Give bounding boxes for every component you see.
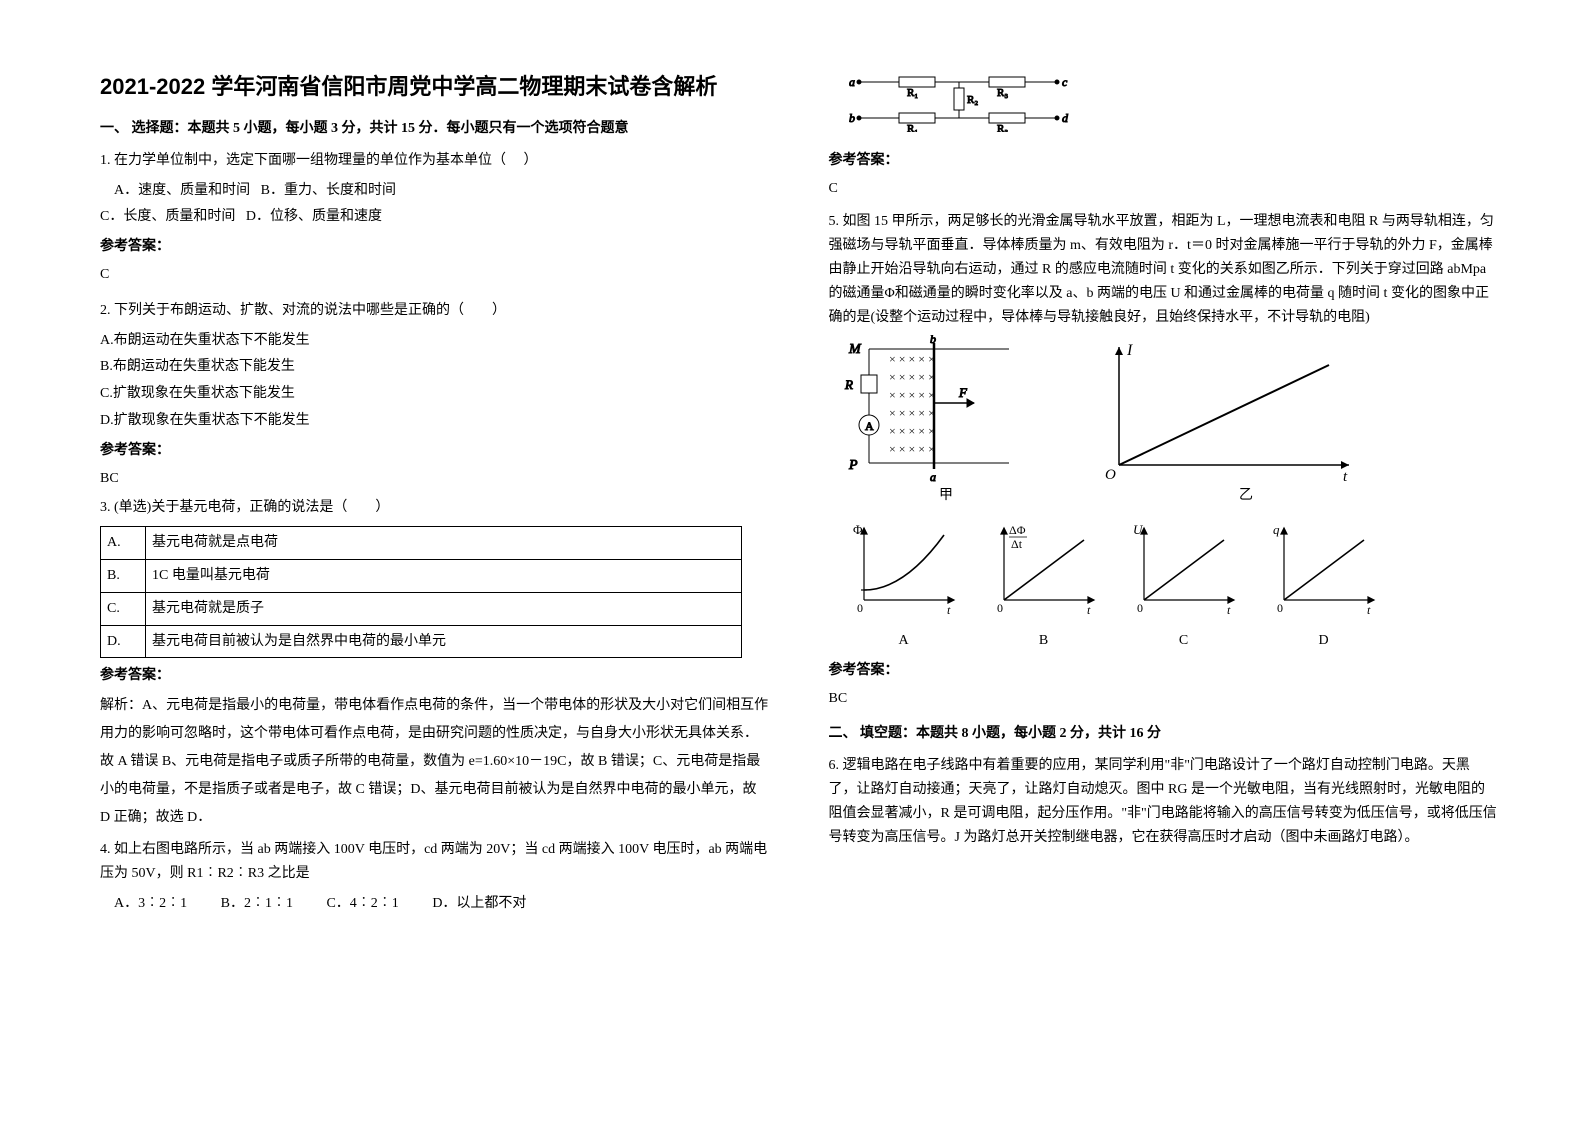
circuit-b: b — [849, 111, 855, 125]
graph-D: q 0 t D — [1269, 520, 1379, 653]
q5-ans: BC — [829, 687, 1498, 711]
q5-ans-label: 参考答案： — [829, 659, 1498, 683]
q4-opt-b: B．2︰1︰1 — [221, 896, 293, 911]
q3-c-label: C. — [101, 592, 146, 625]
section2-head: 二、 填空题：本题共 8 小题，每小题 2 分，共计 16 分 — [829, 722, 1498, 746]
q1-opt-c: C．长度、质量和时间 — [100, 209, 235, 224]
diag-I: I — [1126, 342, 1133, 359]
q4-opt-c: C．4︰2︰1 — [326, 896, 398, 911]
circuit-diagram: a R₁ R₃ c R₂ b R₁ R₃ — [849, 70, 1498, 141]
svg-text:ΔΦ: ΔΦ — [1009, 523, 1026, 537]
svg-text:Φ: Φ — [853, 522, 863, 537]
circuit-r1-bot: R₁ — [907, 123, 918, 132]
svg-text:t: t — [1227, 603, 1231, 617]
diag-F: F — [958, 385, 968, 400]
diag-R: R — [844, 377, 853, 392]
diag-P: P — [848, 458, 858, 473]
graph-C-label: C — [1129, 629, 1239, 653]
q2-stem: 2. 下列关于布朗运动、扩散、对流的说法中哪些是正确的（ ） — [100, 299, 769, 323]
q2-opt-c: C.扩散现象在失重状态下能发生 — [100, 382, 769, 406]
q2-opt-d: D.扩散现象在失重状态下不能发生 — [100, 409, 769, 433]
svg-text:0: 0 — [997, 601, 1003, 615]
q3-d-text: 基元电荷目前被认为是自然界中电荷的最小单元 — [146, 625, 742, 658]
diag-a: a — [930, 470, 936, 484]
svg-text:t: t — [1087, 603, 1091, 617]
q6-stem: 6. 逻辑电路在电子线路中有着重要的应用，某同学利用"非"门电路设计了一个路灯自… — [829, 754, 1498, 849]
q2-opt-b: B.布朗运动在失重状态下能发生 — [100, 355, 769, 379]
q1-ans: C — [100, 263, 769, 287]
q3-c-text: 基元电荷就是质子 — [146, 592, 742, 625]
q3-ans-label: 参考答案： — [100, 664, 769, 688]
right-column: a R₁ R₃ c R₂ b R₁ R₃ — [829, 70, 1498, 916]
q1-opt-a: A．速度、质量和时间 — [114, 183, 250, 198]
circuit-r3-top: R₃ — [997, 87, 1008, 99]
svg-text:q: q — [1273, 522, 1280, 537]
phys-diagram-row: M P R A b a F — [839, 335, 1498, 514]
svg-text:× × × × ×: × × × × × — [889, 352, 935, 366]
circuit-r2: R₂ — [967, 94, 978, 106]
diag-M: M — [848, 342, 862, 357]
svg-text:t: t — [947, 603, 951, 617]
graph-D-label: D — [1269, 629, 1379, 653]
graph-A: Φ 0 t A — [849, 520, 959, 653]
graph-row: Φ 0 t A ΔΦ Δt — [849, 520, 1498, 653]
diag-O: O — [1105, 467, 1116, 483]
q4-ans-label: 参考答案： — [829, 149, 1498, 173]
graph-B: ΔΦ Δt 0 t B — [989, 520, 1099, 653]
q1-ans-label: 参考答案： — [100, 235, 769, 259]
caption-right: 乙 — [1239, 487, 1253, 503]
q1-stem: 1. 在力学单位制中，选定下面哪一组物理量的单位作为基本单位（ ） — [100, 149, 769, 173]
q4-options: A．3︰2︰1 B．2︰1︰1 C．4︰2︰1 D．以上都不对 — [114, 892, 769, 916]
diag-b: b — [930, 335, 936, 346]
left-column: 2021-2022 学年河南省信阳市周党中学高二物理期末试卷含解析 一、 选择题… — [100, 70, 769, 916]
q3-a-label: A. — [101, 527, 146, 560]
q2-ans-label: 参考答案： — [100, 439, 769, 463]
svg-text:× × × × ×: × × × × × — [889, 442, 935, 456]
q4-opt-d: D．以上都不对 — [432, 896, 526, 911]
q1-opt-cd: C．长度、质量和时间 D．位移、质量和速度 — [100, 205, 769, 229]
svg-text:0: 0 — [857, 601, 863, 615]
svg-text:U: U — [1133, 522, 1144, 537]
q3-b-label: B. — [101, 559, 146, 592]
q1-opt-ab: A．速度、质量和时间 B．重力、长度和时间 — [100, 179, 769, 203]
q1-opt-d: D．位移、质量和速度 — [246, 209, 382, 224]
q3-options-table: A.基元电荷就是点电荷 B.1C 电量叫基元电荷 C.基元电荷就是质子 D.基元… — [100, 526, 742, 658]
page-title: 2021-2022 学年河南省信阳市周党中学高二物理期末试卷含解析 — [100, 70, 769, 103]
q3-b-text: 1C 电量叫基元电荷 — [146, 559, 742, 592]
section1-head: 一、 选择题：本题共 5 小题，每小题 3 分，共计 15 分．每小题只有一个选… — [100, 117, 769, 141]
svg-text:× × × × ×: × × × × × — [889, 370, 935, 384]
svg-text:× × × × ×: × × × × × — [889, 424, 935, 438]
q3-a-text: 基元电荷就是点电荷 — [146, 527, 742, 560]
q4-opt-a: A．3︰2︰1 — [114, 896, 187, 911]
diag-t: t — [1343, 469, 1348, 485]
q5-stem: 5. 如图 15 甲所示，两足够长的光滑金属导轨水平放置，相距为 L，一理想电流… — [829, 210, 1498, 329]
circuit-d: d — [1062, 111, 1069, 125]
caption-left: 甲 — [939, 488, 953, 503]
svg-text:× × × × ×: × × × × × — [889, 406, 935, 420]
svg-text:Δt: Δt — [1011, 537, 1023, 551]
q4-stem: 4. 如上右图电路所示，当 ab 两端接入 100V 电压时，cd 两端为 20… — [100, 838, 769, 886]
circuit-a: a — [849, 75, 855, 89]
diag-A: A — [865, 419, 874, 433]
svg-text:t: t — [1367, 603, 1371, 617]
q3-stem: 3. (单选)关于基元电荷，正确的说法是（ ） — [100, 496, 769, 520]
svg-text:0: 0 — [1277, 601, 1283, 615]
q3-explanation: 解析：A、元电荷是指最小的电荷量，带电体看作点电荷的条件，当一个带电体的形状及大… — [100, 692, 769, 832]
graph-B-label: B — [989, 629, 1099, 653]
circuit-c: c — [1062, 75, 1068, 89]
circuit-r3-bot: R₃ — [997, 123, 1008, 132]
q3-d-label: D. — [101, 625, 146, 658]
graph-C: U 0 t C — [1129, 520, 1239, 653]
svg-text:0: 0 — [1137, 601, 1143, 615]
q4-ans: C — [829, 177, 1498, 201]
q2-opt-a: A.布朗运动在失重状态下不能发生 — [100, 329, 769, 353]
circuit-r1-top: R₁ — [907, 87, 918, 99]
q1-opt-b: B．重力、长度和时间 — [261, 183, 396, 198]
svg-text:× × × × ×: × × × × × — [889, 388, 935, 402]
q2-ans: BC — [100, 467, 769, 491]
graph-A-label: A — [849, 629, 959, 653]
